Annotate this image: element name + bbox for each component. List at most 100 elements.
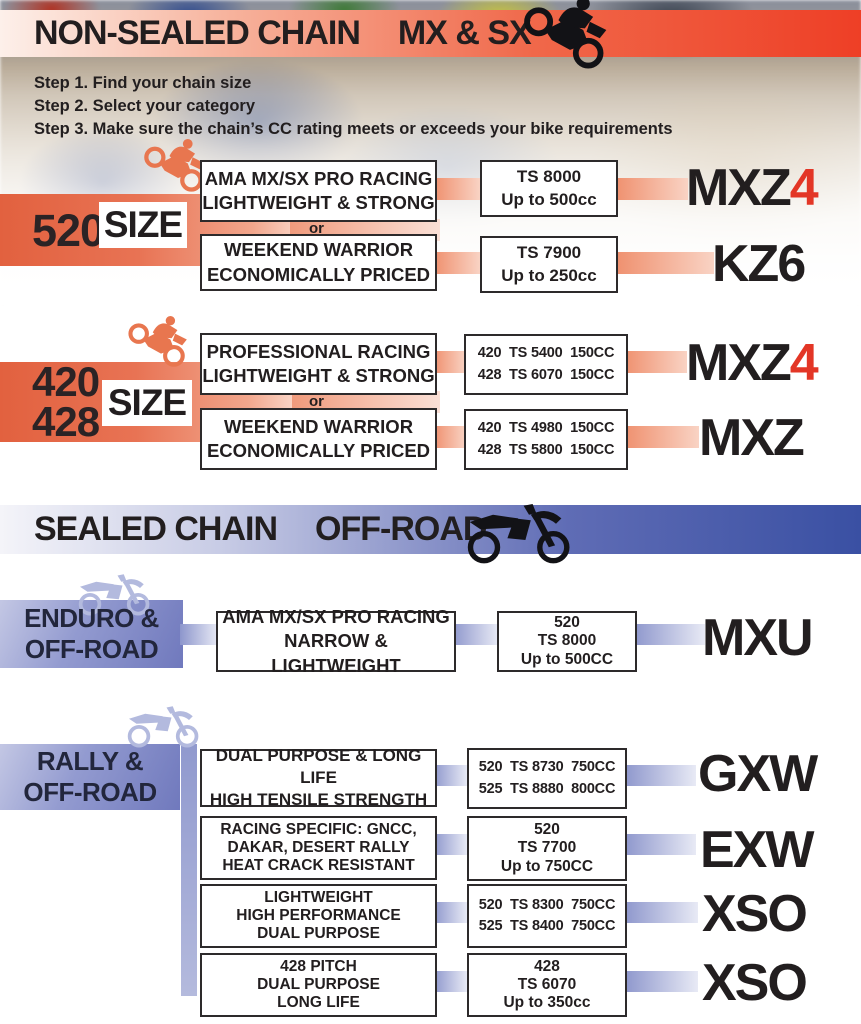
model-main: MXZ (686, 159, 792, 217)
spec-box: 520 TS 7700 Up to 750CC (467, 816, 627, 881)
desc-line: AMA MX/SX PRO RACING (204, 167, 433, 189)
model-main: KZ6 (712, 235, 806, 293)
model-name: MXZ (699, 408, 805, 468)
rally-category: RALLY & OFF-ROAD (0, 744, 180, 810)
model-name: MXZ4 (686, 158, 819, 218)
vertical-connector (181, 744, 197, 996)
connector (433, 902, 467, 923)
model-name: KZ6 (712, 234, 806, 294)
connector (633, 624, 705, 645)
non-sealed-title: NON-SEALED CHAIN (34, 14, 361, 52)
desc-box: AMA MX/SX PRO RACING NARROW & LIGHTWEIGH… (216, 606, 456, 676)
desc-line: WEEKEND WARRIOR (223, 239, 414, 261)
category-line: OFF-ROAD (24, 634, 159, 664)
rally-band (0, 744, 180, 810)
desc-line: LIGHTWEIGHT & STRONG (202, 192, 435, 213)
connector (433, 971, 467, 992)
spec-box: 428 TS 6070 Up to 350cc (467, 953, 627, 1017)
desc-line: PROFESSIONAL RACING (206, 340, 431, 362)
spec-line: 428 TS 6070 150CC (477, 366, 615, 383)
or-label: or (309, 220, 324, 237)
spec-line: TS 6070 (517, 975, 577, 993)
category-line: RALLY & (36, 746, 144, 776)
desc-line: RACING SPECIFIC: GNCC, (220, 820, 417, 838)
model-accent: 4 (789, 334, 819, 392)
desc-line: LONG LIFE (277, 994, 360, 1012)
model-name: MXZ4 (686, 333, 819, 393)
connector (614, 178, 688, 200)
desc-line: LIGHTWEIGHT & STRONG (202, 365, 435, 386)
spec-line: TS 8000 (537, 632, 597, 650)
model-name: GXW (698, 744, 818, 804)
desc-line: DAKAR, DESERT RALLY (227, 838, 410, 856)
spec-line: 520 TS 8300 750CC (478, 896, 616, 913)
size-520-label: 520 (32, 205, 105, 256)
desc-line: HIGH TENSILE STRENGTH (209, 790, 428, 810)
mx-jump-bike-icon (518, 0, 622, 73)
spec-box: 520 TS 8730 750CC 525 TS 8880 800CC (467, 748, 627, 809)
spec-line: 520 (534, 821, 560, 839)
model-name: EXW (700, 820, 814, 880)
step-3: Step 3. Make sure the chain’s CC rating … (34, 120, 673, 138)
spec-line: Up to 500cc (501, 189, 597, 209)
spec-box: 420 TS 5400 150CC 428 TS 6070 150CC (464, 334, 628, 395)
spec-line: TS 7700 (517, 839, 577, 857)
instruction-steps: Step 1. Find your chain size Step 2. Sel… (34, 72, 673, 141)
sealed-title: SEALED CHAIN (34, 510, 278, 548)
connector (624, 834, 696, 855)
desc-line: HEAT CRACK RESISTANT (222, 857, 415, 875)
model-accent: 4 (789, 159, 819, 217)
spec-line: Up to 250cc (501, 265, 597, 285)
connector (624, 765, 696, 786)
connector (433, 351, 466, 373)
model-main: MXZ (699, 409, 805, 467)
size-word-520: SIZE (99, 202, 187, 248)
connector (433, 765, 467, 786)
desc-line: DUAL PURPOSE (257, 925, 380, 943)
category-line: ENDURO & (24, 603, 159, 633)
size-word-420: SIZE (102, 380, 192, 426)
model-main: MXU (702, 609, 814, 667)
connector (433, 252, 480, 274)
connector (433, 426, 466, 448)
desc-box: DUAL PURPOSE & LONG LIFE HIGH TENSILE ST… (200, 746, 437, 809)
connector (623, 426, 699, 448)
or-label: or (309, 393, 324, 410)
model-main: MXZ (686, 334, 792, 392)
connector (614, 252, 714, 274)
non-sealed-banner: NON-SEALED CHAIN MX & SX (0, 10, 861, 57)
step-1: Step 1. Find your chain size (34, 74, 252, 92)
desc-line: DUAL PURPOSE (257, 975, 380, 993)
desc-line: LIGHTWEIGHT (264, 888, 373, 906)
spec-line: 520 (554, 614, 580, 632)
desc-line: ECONOMICALLY PRICED (206, 263, 431, 285)
desc-box: WEEKEND WARRIOR ECONOMICALLY PRICED (200, 408, 437, 470)
connector (292, 391, 440, 413)
spec-line: TS 7900 (516, 243, 582, 263)
connector (624, 971, 698, 992)
desc-box: AMA MX/SX PRO RACING LIGHTWEIGHT & STRON… (200, 160, 437, 222)
desc-line: 428 PITCH (280, 957, 357, 975)
spec-line: Up to 750CC (500, 857, 594, 875)
connector (624, 902, 698, 923)
connector (452, 624, 498, 645)
connector (433, 178, 480, 200)
spec-line: 520 TS 8730 750CC (478, 759, 616, 776)
spec-box: TS 7900 Up to 250cc (480, 236, 618, 293)
spec-box: 520 TS 8000 Up to 500CC (497, 611, 637, 672)
spec-box: 520 TS 8300 750CC 525 TS 8400 750CC (467, 884, 627, 948)
sealed-category: OFF-ROAD (315, 510, 487, 548)
enduro-category: ENDURO & OFF-ROAD (0, 600, 183, 668)
off-road-bike-icon (466, 487, 574, 575)
desc-box: PROFESSIONAL RACING LIGHTWEIGHT & STRONG (200, 333, 437, 395)
desc-line: HIGH PERFORMANCE (236, 906, 401, 924)
spec-line: 525 TS 8880 800CC (478, 780, 616, 797)
model-name: XSO (702, 884, 808, 944)
desc-line: NARROW & LIGHTWEIGHT (271, 630, 401, 676)
desc-box: WEEKEND WARRIOR ECONOMICALLY PRICED (200, 234, 437, 291)
size-428-label: 428 (32, 398, 100, 445)
non-sealed-category: MX & SX (397, 14, 532, 52)
spec-box: 420 TS 4980 150CC 428 TS 5800 150CC (464, 409, 628, 470)
desc-line: WEEKEND WARRIOR (223, 415, 414, 437)
